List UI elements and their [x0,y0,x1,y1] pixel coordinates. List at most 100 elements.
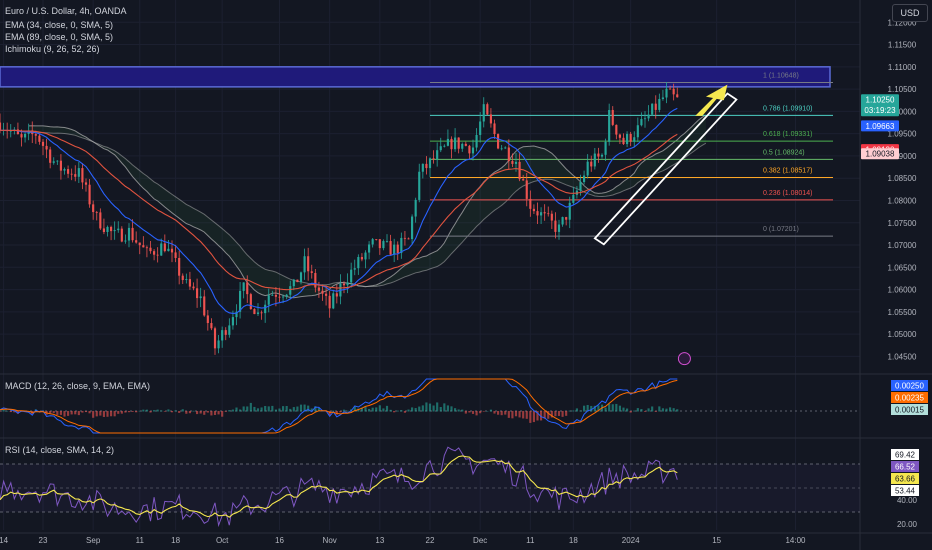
candle-body [479,121,482,135]
candle-body [658,98,661,110]
candle-body [289,286,292,295]
candle-body [332,293,335,309]
candle-body [443,145,446,147]
time-axis-label: Dec [473,536,487,545]
macd-histogram-bar [203,411,206,415]
candle-body [178,257,181,276]
macd-histogram-bar [84,411,88,413]
macd-histogram-bar [335,411,338,415]
candle-body [532,208,535,212]
macd-histogram-bar [468,411,471,413]
candle-body [335,293,338,297]
candle-body [471,147,475,154]
candle-body [74,174,77,177]
candle-body [235,311,238,318]
macd-histogram-bar [651,406,654,412]
macd-histogram-bar [88,411,91,414]
ema89-legend[interactable]: EMA (89, close, 0, SMA, 5) [5,32,114,42]
candle-body [651,103,654,115]
macd-histogram-bar [67,411,70,416]
ichimoku-span-b [28,131,707,287]
macd-histogram-bar [661,408,664,412]
rsi-legend[interactable]: RSI (14, close, SMA, 14, 2) [5,445,115,455]
candle-body [561,217,564,225]
candle-body [421,163,424,172]
candle-body [475,134,478,148]
macd-histogram-bar [421,405,424,412]
macd-histogram-bar [636,408,639,412]
time-axis-label: 18 [569,536,578,545]
macd-histogram-bar [593,405,596,412]
macd-histogram-bar [314,406,317,412]
candle-body [600,154,604,157]
macd-histogram-bar [471,411,475,414]
candle-body [665,88,668,98]
rsi-value-label: 66.52 [895,463,916,472]
candle-body [303,256,306,273]
macd-histogram-bar [113,411,116,417]
macd-histogram-bar [432,405,435,412]
candle-body [522,179,525,181]
macd-histogram-bar [213,411,217,415]
macd-histogram-bar [235,407,238,412]
candle-body [81,168,84,183]
ichimoku-legend[interactable]: Ichimoku (9, 26, 52, 26) [5,44,100,54]
candle-body [360,257,363,260]
macd-histogram-bar [199,411,202,414]
price-axis-label: 1.10000 [888,107,917,116]
price-axis-label: 1.05000 [888,330,917,339]
macd-histogram-bar [135,411,138,413]
macd-histogram-bar [285,406,288,412]
time-axis-label: 16 [275,536,284,545]
rsi-value-label: 63.66 [895,475,916,484]
candle-body [221,330,224,341]
macd-histogram-bar [299,404,303,412]
macd-histogram-bar [572,410,575,412]
candle-body [608,109,611,142]
macd-histogram-bar [63,411,66,417]
price-axis-label: 1.12000 [888,18,917,27]
candle-body [497,134,500,149]
macd-histogram-bar [106,411,109,417]
macd-histogram-bar [13,411,16,413]
ema34-line [0,107,678,314]
macd-histogram-bar [554,411,557,417]
candle-body [124,240,127,242]
macd-histogram-bar [597,405,600,412]
time-axis-label: Sep [86,536,101,545]
candle-body [67,169,70,174]
macd-histogram-bar [618,405,621,412]
candle-body [342,283,346,286]
fib-level-label: 0.382 (1.08517) [763,167,812,174]
candle-body [640,119,643,126]
ema34-legend[interactable]: EMA (34, close, 0, SMA, 5) [5,20,114,30]
macd-histogram-bar [461,409,464,412]
fib-level-label: 1 (1.10648) [763,73,799,80]
fib-level-label: 0.618 (1.09331) [763,131,812,138]
candle-body [414,199,417,217]
candle-body [428,158,432,169]
macd-histogram-bar [586,404,589,412]
macd-histogram-bar [479,411,482,414]
ichimoku-cloud [28,115,706,298]
candle-body [486,104,489,115]
candle-body [411,216,414,240]
macd-histogram-bar [192,410,195,412]
macd-value-tag [891,380,928,391]
macd-histogram-bar [414,408,417,412]
macd-histogram-bar [228,410,231,412]
macd-histogram-bar [274,409,277,412]
price-axis-label: 1.11000 [888,63,917,72]
macd-histogram-bar [149,411,152,413]
macd-histogram-bar [418,406,421,412]
macd-legend[interactable]: MACD (12, 26, close, 9, EMA, EMA) [5,381,151,391]
candle-body [206,315,209,324]
candle-body [586,161,589,176]
symbol-title[interactable]: Euro / U.S. Dollar, 4h, OANDA [5,6,127,16]
macd-value-label: 0.00015 [895,406,924,415]
rsi-value-label: 53.44 [895,487,916,496]
currency-button[interactable]: USD [892,4,928,22]
ema89-line [0,129,678,291]
candle-body [131,227,134,241]
